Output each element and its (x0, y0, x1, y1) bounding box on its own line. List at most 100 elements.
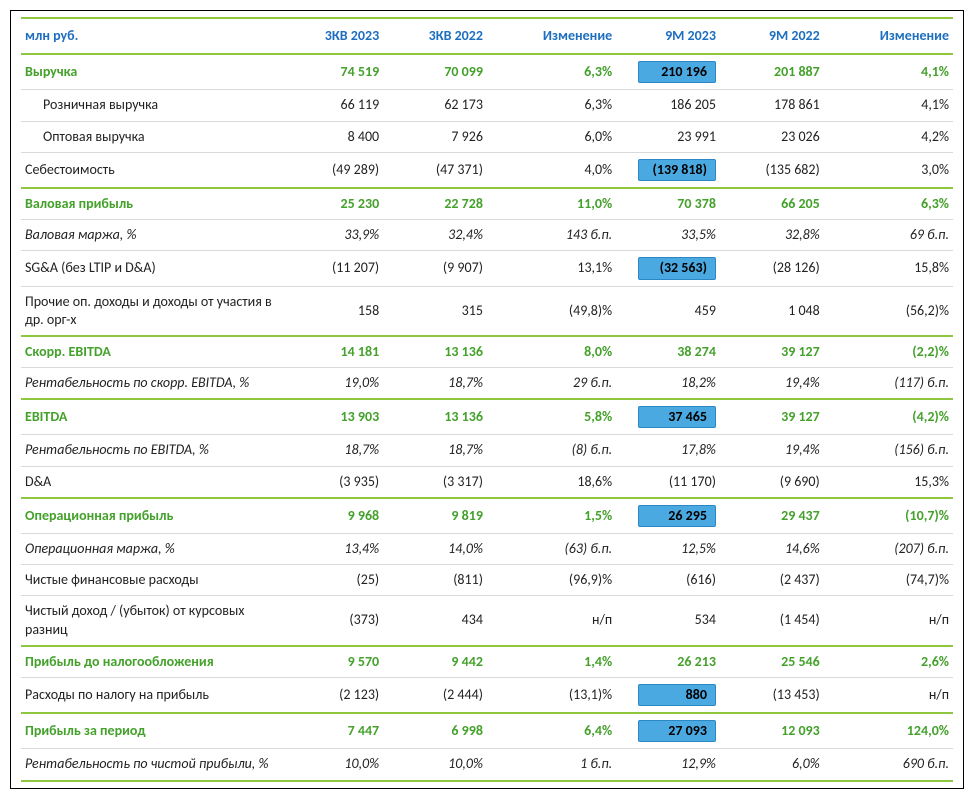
cell-c2: 18,7% (383, 368, 487, 400)
row-label: Рентабельность по скорр. EBITDA, % (21, 368, 279, 400)
cell-c1: 10,0% (279, 749, 383, 781)
cell-c3: 6,3% (487, 54, 616, 90)
cell-c1: 13,4% (279, 534, 383, 565)
cell-c3: 1,5% (487, 498, 616, 534)
table-body: Выручка74 51970 0996,3%210 196201 8874,1… (21, 54, 953, 780)
cell-c3: (8) б.п. (487, 435, 616, 466)
cell-c1: 74 519 (279, 54, 383, 90)
table-row: Расходы по налогу на прибыль(2 123)(2 44… (21, 677, 953, 713)
cell-c5: 66 205 (720, 188, 824, 220)
cell-c5: 178 861 (720, 90, 824, 121)
cell-c3: 1,4% (487, 646, 616, 678)
table-row: Себестоимость(49 289)(47 371)4,0%(139 81… (21, 152, 953, 188)
cell-c3: 13,1% (487, 251, 616, 286)
cell-c4: 17,8% (616, 435, 720, 466)
cell-c1: 25 230 (279, 188, 383, 220)
cell-c5: (135 682) (720, 152, 824, 188)
cell-c2: (2 444) (383, 677, 487, 713)
cell-c3: 6,3% (487, 90, 616, 121)
cell-c5: 19,4% (720, 435, 824, 466)
cell-c3: (13,1)% (487, 677, 616, 713)
cell-c4: (11 170) (616, 466, 720, 498)
col-3q2022: 3КВ 2022 (383, 18, 487, 54)
col-change-9m: Изменение (824, 18, 953, 54)
cell-c2: (811) (383, 565, 487, 596)
cell-c3: 5,8% (487, 399, 616, 435)
row-label: Валовая прибыль (21, 188, 279, 220)
cell-c3: 4,0% (487, 152, 616, 188)
row-label: Скорр. EBITDA (21, 336, 279, 368)
highlight: 880 (638, 684, 716, 706)
cell-c5: 39 127 (720, 399, 824, 435)
cell-c2: 315 (383, 286, 487, 336)
cell-c3: 18,6% (487, 466, 616, 498)
cell-c2: (3 317) (383, 466, 487, 498)
cell-c2: 6 998 (383, 713, 487, 749)
row-label: D&A (21, 466, 279, 498)
highlight: 210 196 (638, 61, 716, 83)
table-row: Операционная прибыль9 9689 8191,5%26 295… (21, 498, 953, 534)
cell-c1: (25) (279, 565, 383, 596)
cell-c6: 4,1% (824, 90, 953, 121)
col-change-q: Изменение (487, 18, 616, 54)
cell-c6: (156) б.п. (824, 435, 953, 466)
cell-c6: 4,1% (824, 54, 953, 90)
cell-c4: (32 563) (616, 251, 720, 286)
highlight: (139 818) (638, 159, 716, 181)
cell-c3: 6,4% (487, 713, 616, 749)
table-row: Оптовая выручка8 4007 9266,0%23 99123 02… (21, 121, 953, 152)
table-row: Прибыль до налогообложения9 5709 4421,4%… (21, 646, 953, 678)
cell-c5: (28 126) (720, 251, 824, 286)
cell-c1: 13 903 (279, 399, 383, 435)
cell-c5: 29 437 (720, 498, 824, 534)
cell-c6: (117) б.п. (824, 368, 953, 400)
cell-c3: (49,8)% (487, 286, 616, 336)
cell-c1: (2 123) (279, 677, 383, 713)
financial-table: млн руб. 3КВ 2023 3КВ 2022 Изменение 9М … (21, 17, 953, 782)
cell-c4: 33,5% (616, 220, 720, 251)
cell-c6: (10,7)% (824, 498, 953, 534)
row-label: SG&A (без LTIP и D&A) (21, 251, 279, 286)
cell-c5: 19,4% (720, 368, 824, 400)
cell-c2: 62 173 (383, 90, 487, 121)
cell-c6: н/п (824, 677, 953, 713)
cell-c6: (74,7)% (824, 565, 953, 596)
cell-c6: 690 б.п. (824, 749, 953, 781)
cell-c6: 2,6% (824, 646, 953, 678)
cell-c4: 459 (616, 286, 720, 336)
table-container: млн руб. 3КВ 2023 3КВ 2022 Изменение 9М … (10, 10, 964, 789)
cell-c1: 158 (279, 286, 383, 336)
cell-c2: 13 136 (383, 399, 487, 435)
cell-c4: 23 991 (616, 121, 720, 152)
cell-c6: н/п (824, 596, 953, 646)
row-label: Рентабельность по чистой прибыли, % (21, 749, 279, 781)
cell-c5: (2 437) (720, 565, 824, 596)
cell-c3: 1 б.п. (487, 749, 616, 781)
cell-c1: (373) (279, 596, 383, 646)
cell-c5: (1 454) (720, 596, 824, 646)
col-9m2023: 9М 2023 (616, 18, 720, 54)
cell-c3: 29 б.п. (487, 368, 616, 400)
cell-c1: 14 181 (279, 336, 383, 368)
row-label: Валовая маржа, % (21, 220, 279, 251)
table-row: Розничная выручка66 11962 1736,3%186 205… (21, 90, 953, 121)
cell-c2: 9 442 (383, 646, 487, 678)
row-label: Чистые финансовые расходы (21, 565, 279, 596)
cell-c6: 6,3% (824, 188, 953, 220)
cell-c5: 6,0% (720, 749, 824, 781)
col-9m2022: 9М 2022 (720, 18, 824, 54)
cell-c5: 23 026 (720, 121, 824, 152)
cell-c4: 38 274 (616, 336, 720, 368)
cell-c6: (56,2)% (824, 286, 953, 336)
cell-c2: 7 926 (383, 121, 487, 152)
row-label: Чистый доход / (убыток) от курсовых разн… (21, 596, 279, 646)
cell-c4: 12,5% (616, 534, 720, 565)
col-label: млн руб. (21, 18, 279, 54)
cell-c4: 26 295 (616, 498, 720, 534)
cell-c5: (9 690) (720, 466, 824, 498)
table-row: Рентабельность по чистой прибыли, %10,0%… (21, 749, 953, 781)
cell-c4: 880 (616, 677, 720, 713)
cell-c6: 15,3% (824, 466, 953, 498)
highlight: 37 465 (638, 406, 716, 428)
cell-c3: 11,0% (487, 188, 616, 220)
